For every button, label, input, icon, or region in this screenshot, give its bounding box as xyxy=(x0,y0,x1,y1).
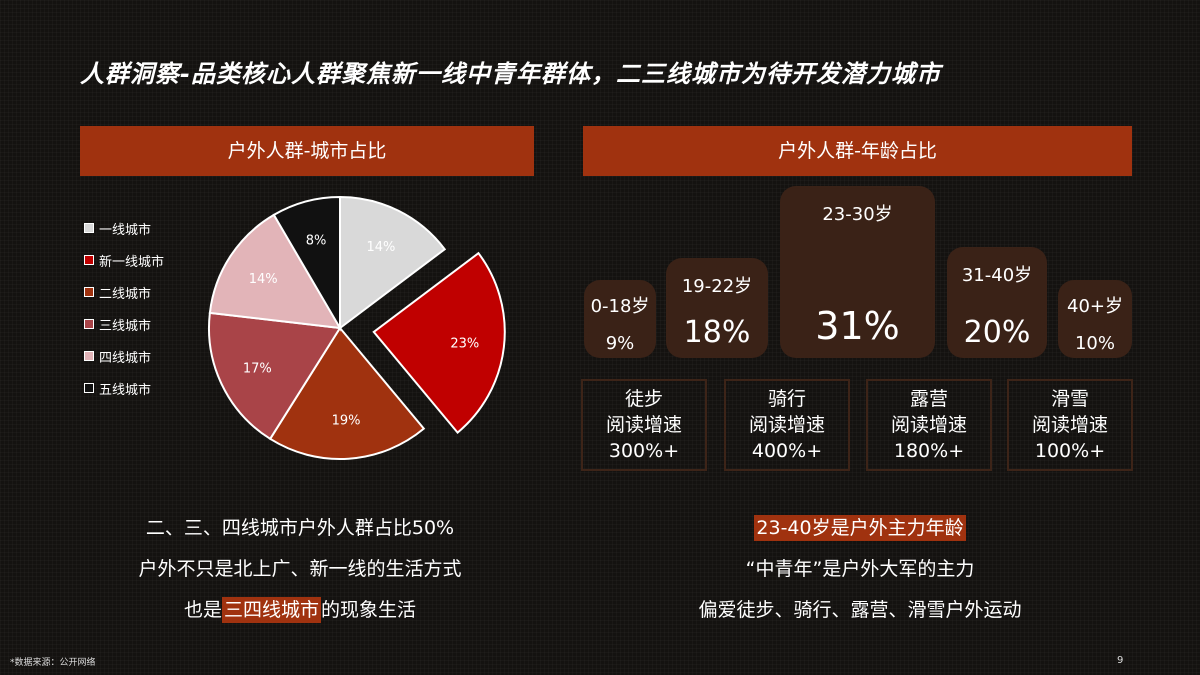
left-caption-line-1: 二、三、四线城市户外人群占比50% xyxy=(145,517,455,539)
activity-metric: 阅读增速 xyxy=(1031,414,1108,436)
activity-name: 滑雪 xyxy=(1050,388,1089,410)
right-caption-line-1: 23-40岁是户外主力年龄 xyxy=(660,513,1060,541)
legend-item: 一线城市 xyxy=(84,212,204,244)
legend-label: 新一线城市 xyxy=(99,254,165,270)
activity-name: 徒步 xyxy=(624,388,663,410)
pie-slice-label: 19% xyxy=(332,413,361,428)
activity-box-cycling: 骑行 阅读增速 400%+ xyxy=(724,379,850,471)
pie-slice xyxy=(339,195,447,331)
activity-name: 骑行 xyxy=(767,388,806,410)
activity-value: 400%+ xyxy=(751,440,823,462)
caption-text: 也是 xyxy=(183,599,222,621)
activity-value: 180%+ xyxy=(893,440,965,462)
age-percent: 31% xyxy=(815,304,900,348)
legend-item: 五线城市 xyxy=(84,372,204,404)
age-label: 19-22岁 xyxy=(681,276,753,297)
legend-label: 二线城市 xyxy=(99,286,152,302)
activity-name: 露营 xyxy=(909,388,948,410)
city-share-pie-chart: 14% 23% 19% 17% 14% 8% xyxy=(208,195,506,460)
page-title: 人群洞察-品类核心人群聚焦新一线中青年群体，二三线城市为待开发潜力城市 xyxy=(80,60,941,88)
activity-box-camping: 露营 阅读增速 180%+ xyxy=(866,379,992,471)
legend-item: 四线城市 xyxy=(84,340,204,372)
legend-swatch xyxy=(84,255,94,265)
pie-slice-label: 23% xyxy=(450,337,479,352)
activity-value: 100%+ xyxy=(1034,440,1106,462)
legend-item: 三线城市 xyxy=(84,308,204,340)
activity-metric: 阅读增速 xyxy=(605,414,682,436)
age-label: 31-40岁 xyxy=(961,265,1033,286)
right-caption-line-2: “中青年”是户外大军的主力 xyxy=(745,558,975,580)
age-box: 40+岁 10% xyxy=(1058,280,1132,358)
age-box: 0-18岁 9% xyxy=(584,280,656,358)
age-box: 31-40岁 20% xyxy=(947,247,1047,358)
age-label: 0-18岁 xyxy=(590,296,650,317)
legend-label: 一线城市 xyxy=(99,222,152,238)
age-box: 23-30岁 31% xyxy=(780,186,935,358)
data-source-footnote: *数据来源：公开网络 xyxy=(10,658,96,668)
pie-slice xyxy=(272,195,341,332)
age-label: 23-30岁 xyxy=(822,204,893,225)
legend-swatch xyxy=(84,351,94,361)
pie-slice-label: 14% xyxy=(249,272,278,287)
activity-box-skiing: 滑雪 阅读增速 100%+ xyxy=(1007,379,1133,471)
right-caption-line-3: 偏爱徒步、骑行、露营、滑雪户外运动 xyxy=(698,599,1022,621)
legend-label: 三线城市 xyxy=(99,318,152,334)
activity-metric: 阅读增速 xyxy=(890,414,967,436)
activity-metric: 阅读增速 xyxy=(748,414,825,436)
age-share-header: 户外人群-年龄占比 xyxy=(583,126,1132,176)
pie-slice-label: 14% xyxy=(367,240,396,255)
caption-text: 的现象生活 xyxy=(321,599,417,621)
age-percent: 10% xyxy=(1074,333,1115,354)
pie-slice-label: 8% xyxy=(306,233,327,248)
left-caption-line-3: 也是 三四线城市 的现象生活 xyxy=(100,595,500,623)
city-share-header: 户外人群-城市占比 xyxy=(80,126,534,176)
legend-item: 新一线城市 xyxy=(84,244,204,276)
age-label: 40+岁 xyxy=(1067,296,1123,317)
age-percent: 18% xyxy=(683,315,751,350)
legend-label: 五线城市 xyxy=(99,382,152,398)
legend-label: 四线城市 xyxy=(99,350,152,366)
age-percent: 20% xyxy=(963,315,1031,350)
pie-slice xyxy=(208,311,342,441)
activity-value: 300%+ xyxy=(608,440,680,462)
age-percent: 9% xyxy=(605,333,635,354)
pie-slice xyxy=(208,213,342,330)
pie-legend: 一线城市 新一线城市 二线城市 三线城市 四线城市 五线城市 xyxy=(84,212,204,404)
page-number: 9 xyxy=(1117,655,1124,666)
legend-item: 二线城市 xyxy=(84,276,204,308)
left-caption-line-2: 户外不只是北上广、新一线的生活方式 xyxy=(138,558,462,580)
activity-box-hiking: 徒步 阅读增速 300%+ xyxy=(581,379,707,471)
pie-slice xyxy=(268,326,426,460)
legend-swatch xyxy=(84,319,94,329)
legend-swatch xyxy=(84,383,94,393)
age-box: 19-22岁 18% xyxy=(666,258,768,358)
pie-slice xyxy=(372,251,506,434)
legend-swatch xyxy=(84,287,94,297)
highlight-text: 23-40岁是户外主力年龄 xyxy=(754,515,966,541)
pie-slice-label: 17% xyxy=(243,362,272,377)
legend-swatch xyxy=(84,223,94,233)
highlight-text: 三四线城市 xyxy=(221,597,321,623)
